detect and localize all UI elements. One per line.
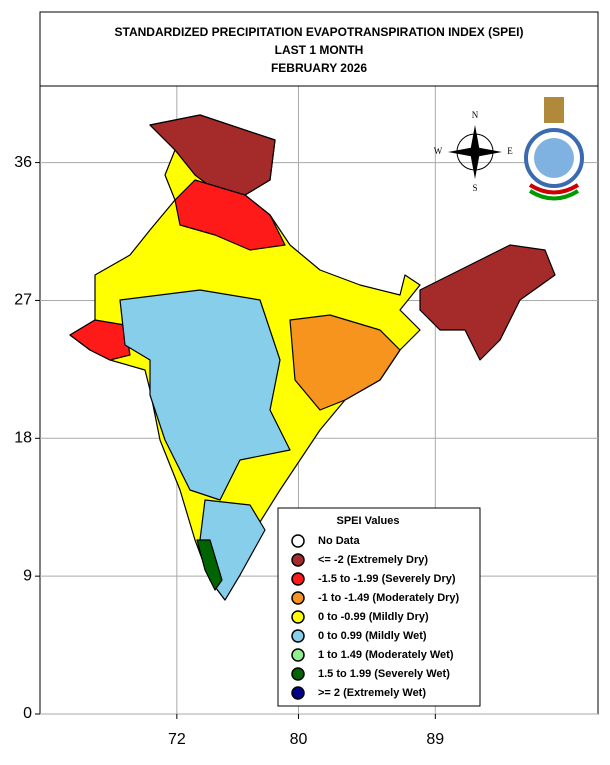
gujarat-dry — [69, 319, 131, 361]
legend-swatch — [291, 553, 305, 567]
legend-swatch — [291, 534, 305, 548]
northeast — [419, 244, 556, 361]
x-tick-label: 72 — [168, 731, 186, 748]
y-tick-label: 0 — [23, 705, 32, 722]
legend-swatch — [291, 667, 305, 681]
title-line: FEBRUARY 2026 — [271, 61, 367, 75]
title-box — [39, 11, 599, 87]
y-tick-label: 9 — [23, 567, 32, 584]
title-line: LAST 1 MONTH — [275, 43, 364, 57]
legend-swatch — [291, 686, 305, 700]
x-tick-label: 89 — [426, 731, 444, 748]
legend-label: No Data — [318, 535, 360, 547]
india-map — [69, 114, 556, 601]
compass: N E S W — [434, 110, 514, 193]
compass-letter: E — [507, 146, 513, 156]
legend-label: 1 to 1.49 (Moderately Wet) — [318, 649, 454, 661]
central-wet — [119, 289, 291, 501]
east-dry — [289, 314, 401, 411]
legend-label: -1.5 to -1.99 (Severely Dry) — [318, 573, 456, 585]
legend-label: 0 to -0.99 (Mildly Dry) — [318, 611, 429, 623]
compass-letter: W — [434, 146, 443, 156]
north-dry — [174, 179, 286, 251]
y-tick-label: 18 — [14, 430, 32, 447]
legend-label: -1 to -1.49 (Moderately Dry) — [318, 592, 460, 604]
title-line: STANDARDIZED PRECIPITATION EVAPOTRANSPIR… — [115, 25, 524, 39]
legend-title: SPEI Values — [337, 515, 400, 527]
kerala-wet — [196, 539, 223, 591]
legend: SPEI Values No Data <= -2 (Extremely Dry) -… — [277, 507, 481, 707]
compass-letter: S — [472, 183, 477, 193]
legend-label: 1.5 to 1.99 (Severely Wet) — [318, 668, 450, 680]
legend-swatch — [291, 572, 305, 586]
y-tick-label: 27 — [14, 292, 32, 309]
imd-logo — [524, 97, 584, 201]
legend-swatch — [291, 591, 305, 605]
legend-label: <= -2 (Extremely Dry) — [318, 554, 428, 566]
legend-label: >= 2 (Extremely Wet) — [318, 687, 426, 699]
legend-swatch — [291, 629, 305, 643]
compass-letter: N — [472, 110, 479, 120]
x-tick-label: 80 — [290, 731, 308, 748]
legend-swatch — [291, 648, 305, 662]
legend-label: 0 to 0.99 (Mildly Wet) — [318, 630, 427, 642]
legend-swatch — [291, 610, 305, 624]
y-tick-label: 36 — [14, 154, 32, 171]
